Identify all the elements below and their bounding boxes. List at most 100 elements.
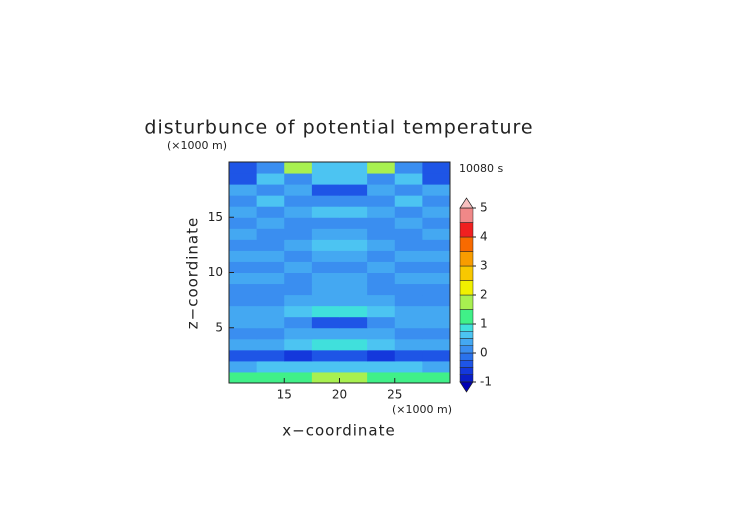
field-cell bbox=[367, 239, 396, 251]
colorbar-segment bbox=[459, 265, 474, 281]
colorbar-segment bbox=[459, 294, 474, 310]
field-cell bbox=[284, 294, 313, 307]
field-cell bbox=[284, 349, 313, 362]
field-cell bbox=[229, 228, 258, 240]
field-cell bbox=[367, 272, 396, 285]
field-cell bbox=[229, 173, 258, 185]
field-cell bbox=[367, 206, 396, 218]
field-cell bbox=[422, 206, 451, 218]
field-cell bbox=[367, 195, 396, 207]
field-cell bbox=[229, 261, 258, 273]
field-cell bbox=[339, 305, 368, 318]
field-cell bbox=[311, 294, 340, 307]
field-cell bbox=[339, 283, 368, 296]
field-cell bbox=[394, 162, 423, 174]
field-cell bbox=[339, 272, 368, 285]
field-cell bbox=[284, 283, 313, 296]
y-unit: (×1000 m) bbox=[167, 139, 227, 152]
field-cell bbox=[367, 217, 396, 229]
field-cell bbox=[339, 360, 368, 373]
field-cell bbox=[367, 173, 396, 185]
colorbar-segment bbox=[459, 207, 474, 223]
field-cell bbox=[422, 162, 451, 174]
colorbar-segment bbox=[459, 338, 474, 346]
colorbar-segment bbox=[459, 374, 474, 383]
field-cell bbox=[284, 162, 313, 174]
field-cell bbox=[422, 272, 451, 285]
field-cell bbox=[256, 294, 285, 307]
field-cell bbox=[284, 250, 313, 262]
field-cell bbox=[311, 360, 340, 373]
colorbar-tick-label: 4 bbox=[480, 230, 488, 244]
field-cell bbox=[339, 217, 368, 229]
field-cell bbox=[311, 206, 340, 218]
field-cell bbox=[256, 305, 285, 318]
y-tick-label: 5 bbox=[215, 320, 223, 334]
colorbar-segment bbox=[459, 331, 474, 339]
field-cell bbox=[256, 239, 285, 251]
field-cell bbox=[422, 327, 451, 340]
field-cell bbox=[422, 228, 451, 240]
field-cell bbox=[422, 239, 451, 251]
field-cell bbox=[284, 173, 313, 185]
field-cell bbox=[367, 261, 396, 273]
field-cell bbox=[256, 206, 285, 218]
field-cell bbox=[311, 173, 340, 185]
field-cell bbox=[256, 360, 285, 373]
field-cell bbox=[367, 228, 396, 240]
field-cell bbox=[394, 217, 423, 229]
field-cell bbox=[256, 261, 285, 273]
field-cell bbox=[311, 261, 340, 273]
field-cell bbox=[311, 228, 340, 240]
field-cell bbox=[422, 283, 451, 296]
colorbar-segment bbox=[459, 222, 474, 238]
field-cell bbox=[311, 305, 340, 318]
field-cell bbox=[367, 327, 396, 340]
field-cell bbox=[339, 228, 368, 240]
field-cell bbox=[367, 294, 396, 307]
field-cell bbox=[339, 206, 368, 218]
field-cell bbox=[394, 184, 423, 196]
field-cell bbox=[256, 283, 285, 296]
field-cell bbox=[339, 250, 368, 262]
field-cell bbox=[367, 162, 396, 174]
x-tick-label: 15 bbox=[277, 388, 292, 402]
field-cell bbox=[394, 338, 423, 351]
field-cell bbox=[284, 272, 313, 285]
field-cell bbox=[367, 184, 396, 196]
field-cell bbox=[229, 349, 258, 362]
field-cell bbox=[284, 316, 313, 329]
field-cell bbox=[311, 250, 340, 262]
field-cell bbox=[311, 195, 340, 207]
field-cell bbox=[256, 338, 285, 351]
y-tick-label: 15 bbox=[208, 210, 223, 224]
colorbar-segment bbox=[459, 309, 474, 325]
field-cell bbox=[367, 371, 396, 384]
field-cell bbox=[311, 184, 340, 196]
field-cell bbox=[311, 272, 340, 285]
field-cell bbox=[422, 305, 451, 318]
field-cell bbox=[229, 206, 258, 218]
field-cell bbox=[256, 195, 285, 207]
field-cell bbox=[339, 327, 368, 340]
field-cell bbox=[339, 349, 368, 362]
field-cell bbox=[367, 250, 396, 262]
field-cell bbox=[394, 371, 423, 384]
field-cell bbox=[256, 173, 285, 185]
field-cell bbox=[367, 349, 396, 362]
field-cell bbox=[394, 283, 423, 296]
field-cell bbox=[284, 184, 313, 196]
field-cell bbox=[339, 162, 368, 174]
field-cell bbox=[256, 272, 285, 285]
field-cell bbox=[394, 294, 423, 307]
field-cell bbox=[284, 261, 313, 273]
field-cell bbox=[311, 217, 340, 229]
time-annotation: 10080 s bbox=[459, 162, 503, 175]
field-cell bbox=[229, 338, 258, 351]
field-cell bbox=[394, 239, 423, 251]
field-cell bbox=[284, 195, 313, 207]
field-cell bbox=[422, 338, 451, 351]
field-cell bbox=[284, 371, 313, 384]
field-cell bbox=[339, 294, 368, 307]
field-cell bbox=[339, 338, 368, 351]
